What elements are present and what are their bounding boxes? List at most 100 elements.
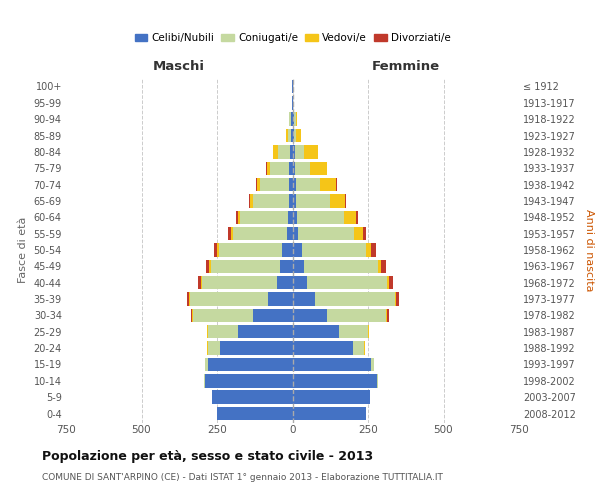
Bar	[364, 342, 365, 355]
Bar	[290, 145, 293, 158]
Bar	[274, 145, 278, 158]
Bar	[266, 162, 267, 175]
Bar	[278, 145, 290, 158]
Bar	[289, 112, 291, 126]
Bar	[293, 244, 302, 256]
Bar	[302, 244, 367, 256]
Bar	[344, 210, 356, 224]
Bar	[250, 194, 253, 207]
Bar	[267, 162, 270, 175]
Bar	[293, 112, 294, 126]
Bar	[297, 210, 344, 224]
Bar	[356, 210, 358, 224]
Bar	[193, 308, 253, 322]
Bar	[187, 292, 189, 306]
Bar	[293, 374, 377, 388]
Bar	[307, 276, 387, 289]
Bar	[289, 162, 293, 175]
Bar	[296, 178, 320, 192]
Bar	[211, 260, 280, 273]
Bar	[293, 178, 296, 192]
Bar	[231, 227, 233, 240]
Bar	[289, 194, 293, 207]
Bar	[249, 194, 250, 207]
Bar	[389, 276, 393, 289]
Bar	[205, 358, 208, 371]
Bar	[340, 325, 368, 338]
Bar	[293, 276, 307, 289]
Bar	[293, 308, 327, 322]
Bar	[233, 227, 287, 240]
Y-axis label: Fasce di età: Fasce di età	[18, 217, 28, 283]
Bar	[378, 260, 381, 273]
Bar	[295, 162, 310, 175]
Bar	[214, 244, 217, 256]
Bar	[220, 342, 293, 355]
Bar	[208, 358, 293, 371]
Bar	[239, 210, 288, 224]
Bar	[315, 292, 395, 306]
Bar	[288, 129, 291, 142]
Bar	[207, 325, 208, 338]
Bar	[293, 390, 370, 404]
Bar	[296, 129, 301, 142]
Bar	[387, 276, 389, 289]
Bar	[292, 80, 293, 93]
Bar	[198, 276, 201, 289]
Bar	[236, 210, 238, 224]
Bar	[298, 227, 354, 240]
Bar	[327, 308, 386, 322]
Bar	[330, 194, 346, 207]
Bar	[336, 178, 337, 192]
Bar	[304, 260, 378, 273]
Bar	[217, 407, 293, 420]
Bar	[190, 292, 268, 306]
Bar	[253, 308, 293, 322]
Bar	[268, 292, 293, 306]
Bar	[257, 178, 260, 192]
Bar	[293, 407, 367, 420]
Bar	[293, 227, 298, 240]
Bar	[353, 342, 364, 355]
Legend: Celibi/Nubili, Coniugati/e, Vedovi/e, Divorziati/e: Celibi/Nubili, Coniugati/e, Vedovi/e, Di…	[130, 29, 455, 48]
Bar	[289, 178, 293, 192]
Bar	[277, 276, 293, 289]
Bar	[395, 292, 396, 306]
Bar	[368, 325, 369, 338]
Text: COMUNE DI SANT'ARPINO (CE) - Dati ISTAT 1° gennaio 2013 - Elaborazione TUTTITALI: COMUNE DI SANT'ARPINO (CE) - Dati ISTAT …	[42, 472, 443, 482]
Text: Popolazione per età, sesso e stato civile - 2013: Popolazione per età, sesso e stato civil…	[42, 450, 373, 463]
Bar	[288, 210, 293, 224]
Bar	[287, 227, 293, 240]
Bar	[206, 260, 209, 273]
Bar	[387, 308, 389, 322]
Text: Femmine: Femmine	[371, 60, 440, 74]
Bar	[202, 276, 277, 289]
Bar	[217, 244, 218, 256]
Bar	[304, 145, 317, 158]
Bar	[208, 325, 238, 338]
Bar	[293, 194, 296, 207]
Bar	[212, 390, 293, 404]
Bar	[293, 358, 371, 371]
Bar	[371, 358, 374, 371]
Bar	[296, 194, 330, 207]
Bar	[293, 162, 295, 175]
Bar	[189, 292, 190, 306]
Bar	[291, 112, 293, 126]
Bar	[310, 162, 326, 175]
Bar	[256, 178, 257, 192]
Bar	[218, 244, 282, 256]
Bar	[293, 292, 315, 306]
Bar	[293, 260, 304, 273]
Bar	[205, 374, 293, 388]
Bar	[293, 210, 297, 224]
Bar	[293, 145, 295, 158]
Bar	[282, 244, 293, 256]
Bar	[191, 308, 192, 322]
Bar	[291, 129, 293, 142]
Bar	[253, 194, 289, 207]
Bar	[192, 308, 193, 322]
Bar	[208, 342, 220, 355]
Bar	[386, 308, 387, 322]
Bar	[228, 227, 231, 240]
